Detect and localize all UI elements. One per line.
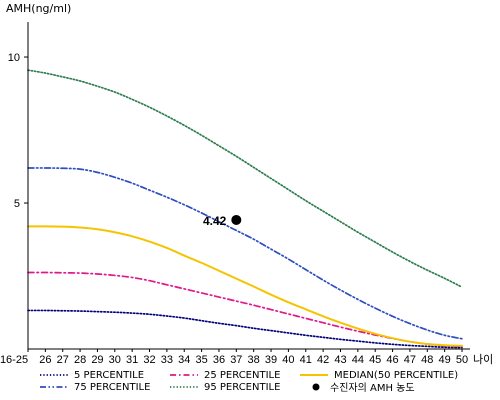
x-tick-label: 31 xyxy=(126,354,138,366)
x-tick-label: 27 xyxy=(57,354,69,366)
series-line-75-percentile xyxy=(27,167,463,340)
x-tick-label: 30 xyxy=(109,354,121,366)
x-tick-label: 50 xyxy=(456,354,468,366)
patient-amh-value-label: 4.42 xyxy=(203,214,227,228)
legend-label: MEDIAN(50 PERCENTILE) xyxy=(334,370,458,381)
series-line-5-percentile xyxy=(27,309,463,349)
x-tick-label: 41 xyxy=(300,354,312,366)
x-tick-label: 42 xyxy=(317,354,329,366)
legend-label: 25 PERCENTILE xyxy=(204,370,280,381)
x-tick-label: 44 xyxy=(352,354,364,366)
y-tick-label: 10 xyxy=(8,52,20,64)
x-tick-label: 32 xyxy=(143,354,155,366)
legend-label: 수진자의 AMH 농도 xyxy=(330,382,415,394)
x-tick-label: 47 xyxy=(404,354,416,366)
legend-label: 5 PERCENTILE xyxy=(74,370,144,381)
legend-item: 5 PERCENTILE xyxy=(40,370,144,381)
y-axis-title: AMH(ng/ml) xyxy=(6,2,71,15)
x-tick-label: 29 xyxy=(91,354,103,366)
x-tick-label: 38 xyxy=(248,354,260,366)
x-axis-title: 나이 xyxy=(473,353,493,366)
series-line-95-percentile xyxy=(27,69,463,288)
x-tick-label: 16-25 xyxy=(0,354,28,366)
x-tick-label: 43 xyxy=(334,354,346,366)
x-tick-label: 48 xyxy=(421,354,433,366)
x-tick-label: 34 xyxy=(178,354,190,366)
x-tick-label: 26 xyxy=(39,354,51,366)
legend-item-point: 수진자의 AMH 농도 xyxy=(312,382,415,394)
y-tick-label: 5 xyxy=(14,198,20,210)
legend-item: MEDIAN(50 PERCENTILE) xyxy=(300,370,458,381)
x-tick-label: 37 xyxy=(230,354,242,366)
x-tick-label: 49 xyxy=(439,354,451,366)
x-tick-label: 35 xyxy=(195,354,207,366)
series-line-median-50-percentile xyxy=(27,225,463,347)
legend-item: 95 PERCENTILE xyxy=(170,382,280,393)
x-tick-label: 36 xyxy=(213,354,225,366)
legend-label: 75 PERCENTILE xyxy=(74,382,150,393)
x-tick-label: 40 xyxy=(282,354,294,366)
x-tick-label: 39 xyxy=(265,354,277,366)
patient-amh-point xyxy=(231,214,242,225)
legend-point-swatch xyxy=(312,383,320,391)
legend-item: 75 PERCENTILE xyxy=(40,382,150,393)
legend-label: 95 PERCENTILE xyxy=(204,382,280,393)
legend-item: 25 PERCENTILE xyxy=(170,370,280,381)
x-tick-label: 46 xyxy=(386,354,398,366)
x-tick-label: 33 xyxy=(161,354,173,366)
x-tick-label: 45 xyxy=(369,354,381,366)
x-tick-label: 28 xyxy=(74,354,86,366)
